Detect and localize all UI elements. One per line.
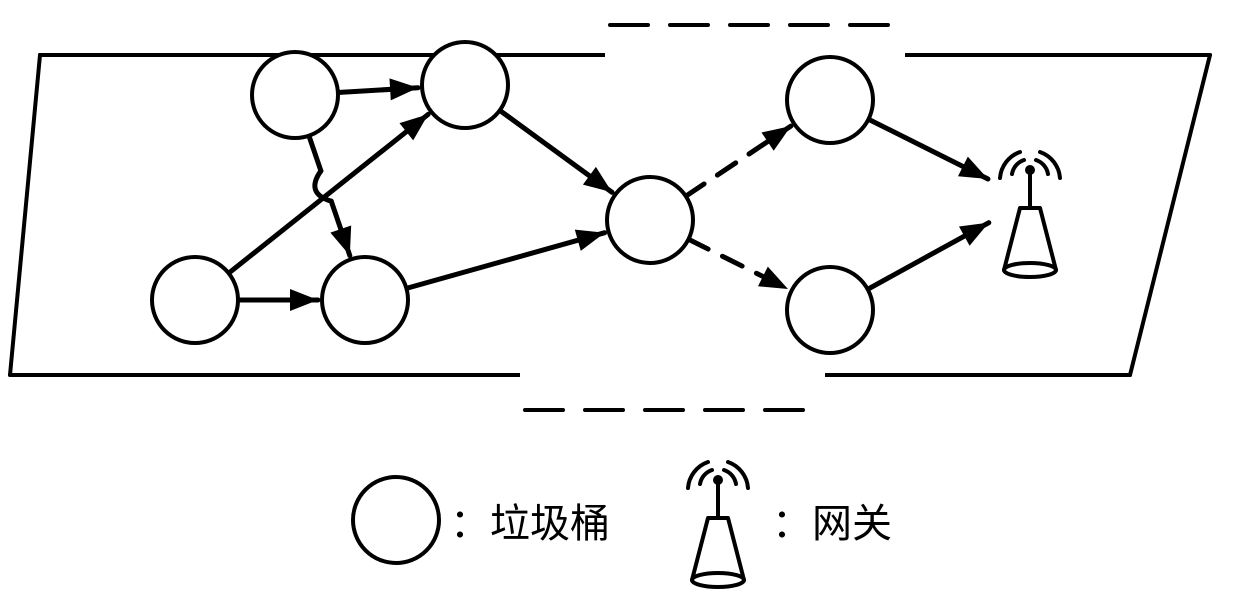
legend-node-label: ：垃圾桶 bbox=[450, 491, 610, 549]
gateway-icon bbox=[670, 450, 766, 590]
node-n6 bbox=[787, 57, 873, 143]
node-n4 bbox=[322, 257, 408, 343]
legend-gateway-label: ：网关 bbox=[772, 491, 892, 549]
node-n7 bbox=[787, 267, 873, 353]
node-n2 bbox=[422, 42, 508, 128]
node-icon bbox=[348, 472, 444, 568]
legend: ：垃圾桶 ：网关 bbox=[0, 450, 1240, 590]
node-n5 bbox=[607, 177, 693, 263]
legend-item-gateway: ：网关 bbox=[670, 450, 892, 590]
node-n3 bbox=[152, 257, 238, 343]
gateway bbox=[1000, 152, 1060, 277]
node-n1 bbox=[252, 52, 338, 138]
legend-item-node: ：垃圾桶 bbox=[348, 472, 610, 568]
